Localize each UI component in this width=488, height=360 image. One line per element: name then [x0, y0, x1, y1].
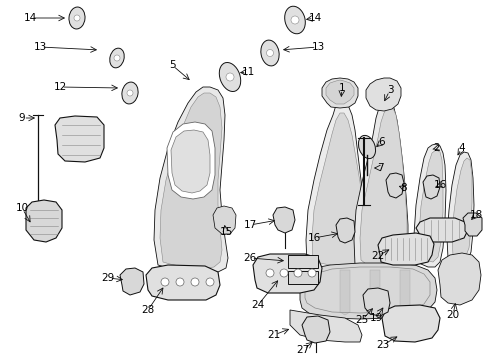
- Ellipse shape: [284, 6, 305, 34]
- Polygon shape: [321, 78, 357, 108]
- Circle shape: [161, 278, 169, 286]
- Circle shape: [191, 278, 199, 286]
- Text: 7: 7: [376, 163, 383, 173]
- Polygon shape: [146, 265, 220, 300]
- Text: 26: 26: [243, 253, 256, 263]
- Circle shape: [290, 16, 298, 24]
- Text: 2: 2: [433, 143, 439, 153]
- Ellipse shape: [122, 82, 138, 104]
- Polygon shape: [55, 116, 104, 162]
- Polygon shape: [353, 101, 407, 272]
- Polygon shape: [446, 152, 473, 266]
- Bar: [287, 271, 317, 284]
- Text: 3: 3: [386, 85, 392, 95]
- Polygon shape: [399, 270, 409, 315]
- Polygon shape: [462, 213, 481, 236]
- Circle shape: [266, 49, 273, 57]
- Circle shape: [176, 278, 183, 286]
- Ellipse shape: [219, 63, 240, 91]
- Text: 12: 12: [53, 82, 66, 92]
- Text: 29: 29: [101, 273, 114, 283]
- Circle shape: [280, 269, 287, 277]
- Polygon shape: [415, 218, 467, 242]
- Text: 28: 28: [141, 305, 154, 315]
- Polygon shape: [418, 150, 442, 262]
- Ellipse shape: [358, 135, 375, 159]
- Polygon shape: [299, 263, 436, 319]
- Text: 16: 16: [307, 233, 320, 243]
- Text: 16: 16: [432, 180, 446, 190]
- Text: 6: 6: [378, 137, 385, 147]
- Text: 17: 17: [243, 220, 256, 230]
- Text: 19: 19: [368, 313, 382, 323]
- Text: 14: 14: [308, 13, 321, 23]
- Polygon shape: [437, 253, 480, 305]
- Polygon shape: [167, 122, 215, 199]
- Text: 11: 11: [241, 67, 254, 77]
- Polygon shape: [365, 78, 400, 111]
- Polygon shape: [335, 218, 354, 243]
- Circle shape: [293, 269, 302, 277]
- Text: 13: 13: [33, 42, 46, 52]
- Polygon shape: [213, 206, 236, 234]
- Text: 20: 20: [446, 310, 459, 320]
- Polygon shape: [302, 316, 329, 343]
- Text: 13: 13: [311, 42, 324, 52]
- Polygon shape: [154, 87, 227, 275]
- Polygon shape: [305, 100, 365, 272]
- Circle shape: [114, 55, 120, 61]
- Polygon shape: [362, 288, 389, 316]
- Polygon shape: [160, 93, 222, 269]
- Ellipse shape: [109, 48, 124, 68]
- Text: 18: 18: [468, 210, 482, 220]
- Circle shape: [205, 278, 214, 286]
- Text: 23: 23: [376, 340, 389, 350]
- Circle shape: [265, 269, 273, 277]
- Text: 15: 15: [219, 227, 232, 237]
- Circle shape: [74, 15, 80, 21]
- Circle shape: [127, 90, 133, 96]
- Text: 8: 8: [400, 183, 407, 193]
- Text: 10: 10: [16, 203, 28, 213]
- Polygon shape: [381, 305, 439, 342]
- Text: 22: 22: [370, 251, 384, 261]
- Circle shape: [307, 269, 315, 277]
- Polygon shape: [26, 200, 62, 242]
- Polygon shape: [311, 113, 363, 267]
- Text: 21: 21: [267, 330, 280, 340]
- Text: 1: 1: [338, 83, 345, 93]
- Polygon shape: [422, 175, 439, 199]
- Polygon shape: [171, 130, 209, 193]
- Polygon shape: [451, 158, 471, 261]
- Polygon shape: [377, 233, 433, 265]
- Text: 5: 5: [168, 60, 175, 70]
- Text: 27: 27: [296, 345, 309, 355]
- Circle shape: [225, 73, 234, 81]
- Text: 14: 14: [23, 13, 37, 23]
- Text: 4: 4: [458, 143, 465, 153]
- Polygon shape: [325, 80, 353, 104]
- Text: 24: 24: [251, 300, 264, 310]
- Polygon shape: [369, 270, 379, 315]
- Polygon shape: [385, 173, 403, 198]
- Polygon shape: [120, 268, 143, 295]
- Text: 9: 9: [19, 113, 25, 123]
- Polygon shape: [272, 207, 294, 233]
- Ellipse shape: [69, 7, 85, 29]
- Text: 25: 25: [355, 315, 368, 325]
- Ellipse shape: [260, 40, 279, 66]
- Polygon shape: [252, 254, 321, 293]
- Polygon shape: [339, 270, 349, 315]
- Bar: [287, 255, 317, 268]
- Polygon shape: [289, 310, 361, 342]
- Polygon shape: [359, 107, 406, 268]
- Polygon shape: [413, 144, 445, 267]
